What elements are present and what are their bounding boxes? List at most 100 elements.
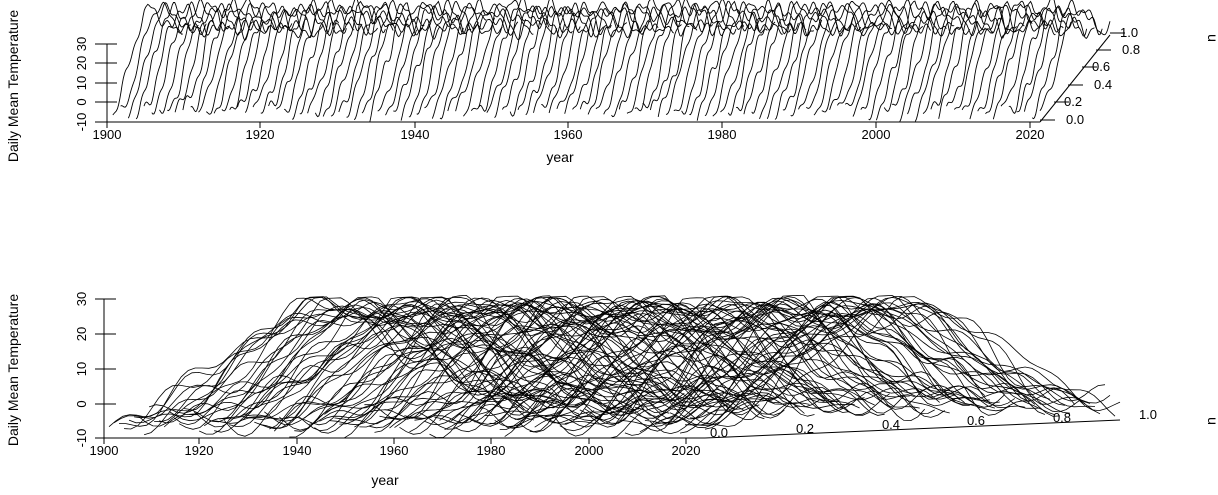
temperature-curve xyxy=(611,0,682,118)
temperature-curve xyxy=(649,2,721,111)
temperature-curve xyxy=(829,4,900,111)
temperature-curve xyxy=(525,2,597,116)
u-axis-label-bottom: u xyxy=(1205,417,1218,425)
temperature-curve xyxy=(579,304,995,428)
temperature-curve xyxy=(408,0,480,118)
temperature-curve xyxy=(689,303,1106,421)
temperature-curve xyxy=(681,0,752,115)
temperature-curve xyxy=(309,299,725,425)
u-tick-label: 0.0 xyxy=(710,425,728,440)
x-tick-label: 2020 xyxy=(1016,127,1045,142)
temperature-curve xyxy=(961,4,1033,111)
temperature-curve xyxy=(447,3,519,112)
temperature-curve xyxy=(138,301,555,427)
temperature-curve xyxy=(1031,0,1103,120)
temperature-curve xyxy=(394,298,810,428)
temperature-curve xyxy=(519,303,935,433)
temperature-curve xyxy=(844,0,916,106)
temperature-curve xyxy=(334,303,750,421)
temperature-curve xyxy=(239,305,655,420)
temperature-curve xyxy=(159,0,230,114)
temperature-curve xyxy=(455,8,527,112)
temperature-curve xyxy=(704,1,776,117)
y-tick-label: 20 xyxy=(74,327,89,341)
temperature-curve xyxy=(579,1,651,110)
temperature-curve xyxy=(112,3,183,116)
temperature-curve xyxy=(689,0,760,116)
temperature-curve xyxy=(564,8,636,114)
x-tick-label: 1920 xyxy=(246,127,275,142)
y-tick-label: 10 xyxy=(74,76,89,90)
temperature-curve xyxy=(712,3,783,117)
temperature-curve xyxy=(338,1,409,113)
temperature-curve xyxy=(276,7,347,110)
temperature-curve xyxy=(299,4,371,115)
temperature-curve xyxy=(322,0,394,117)
x-tick-label: 1960 xyxy=(380,443,409,458)
temperature-curve xyxy=(821,2,892,113)
temperature-curve xyxy=(587,2,659,115)
temperature-curve xyxy=(883,1,955,112)
temperature-curve xyxy=(174,2,246,113)
temperature-curve xyxy=(766,3,838,119)
y-axis-bottom: -10 0 10 20 30 xyxy=(74,292,116,447)
x-tick-label: 2000 xyxy=(862,127,891,142)
u-axis-bottom: 0.0 0.2 0.4 0.6 0.8 1.0 xyxy=(704,407,1157,440)
temperature-curve xyxy=(699,296,1116,427)
temperature-curve xyxy=(727,0,799,116)
temperature-curve xyxy=(673,0,745,112)
temperature-curve xyxy=(274,297,690,432)
temperature-curve xyxy=(657,2,729,117)
temperature-curve xyxy=(359,295,775,428)
temperature-curve xyxy=(618,4,690,110)
temperature-curve xyxy=(751,0,823,114)
temperature-curve xyxy=(213,2,285,114)
x-axis-label-top: year xyxy=(546,149,574,165)
y-tick-label: 0 xyxy=(74,400,89,407)
x-axis-top: 1900 1920 1940 1960 1980 2000 2020 xyxy=(93,121,1045,142)
temperature-curve xyxy=(684,297,1101,426)
temperature-curve xyxy=(559,296,975,432)
temperature-curve xyxy=(679,295,1096,434)
temperature-curve xyxy=(449,305,865,423)
temperature-curve xyxy=(694,303,1111,416)
temperature-curve xyxy=(1016,6,1088,113)
temperature-curve xyxy=(486,5,558,113)
x-tick-label: 2000 xyxy=(575,443,604,458)
temperature-curve xyxy=(644,296,1060,424)
temperature-curve xyxy=(529,300,945,433)
temperature-curve xyxy=(409,295,825,433)
temperature-curve xyxy=(517,5,589,110)
y-axis-top: -10 0 10 20 30 xyxy=(74,37,117,131)
temperature-curve xyxy=(533,6,604,113)
x-tick-label: 1920 xyxy=(185,443,214,458)
temperature-curve xyxy=(416,0,488,115)
temperature-curve xyxy=(431,2,503,119)
temperature-curve xyxy=(564,297,981,425)
y-tick-label: 30 xyxy=(74,292,89,306)
temperature-curve xyxy=(922,6,994,115)
temperature-curve xyxy=(434,300,850,424)
temperature-curve xyxy=(977,0,1049,112)
temperature-curve xyxy=(860,6,932,110)
temperature-curve xyxy=(369,2,441,122)
temperature-curve xyxy=(599,303,1016,416)
temperature-curve xyxy=(1023,5,1095,112)
panel-bottom: 1900 1920 1940 1960 1980 2000 2020 -100102030 … xyxy=(5,292,1218,488)
x-axis-bottom: 1900 1920 1940 1960 1980 2000 2020 xyxy=(90,437,705,458)
temperature-curve xyxy=(556,1,628,110)
y-tick-label: 10 xyxy=(74,362,89,376)
temperature-curve xyxy=(135,2,207,120)
u-tick-label: 1.0 xyxy=(1139,407,1157,422)
temperature-curve xyxy=(384,301,800,419)
x-tick-label: 1940 xyxy=(283,443,312,458)
temperature-curve xyxy=(244,7,316,113)
temperature-curve xyxy=(1008,0,1080,115)
temperature-curve xyxy=(899,1,971,122)
u-axis-label-top: u xyxy=(1205,34,1218,42)
temperature-curve xyxy=(603,3,675,115)
temperature-curve xyxy=(969,0,1041,120)
temperature-curve xyxy=(624,295,1040,436)
